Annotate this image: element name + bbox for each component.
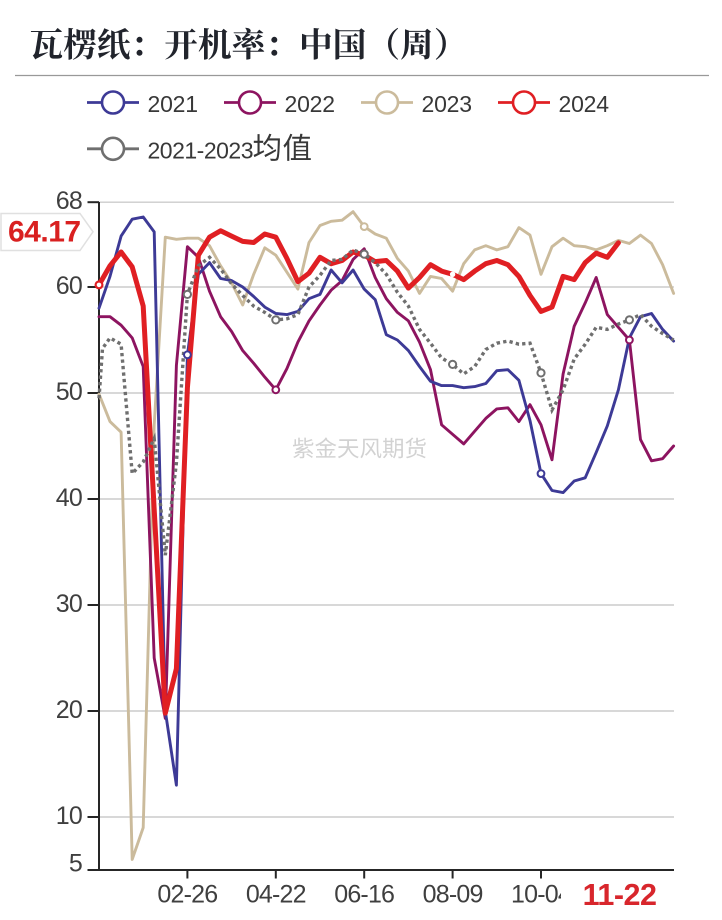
svg-text:50: 50 bbox=[56, 378, 82, 406]
svg-text:02-26: 02-26 bbox=[157, 881, 217, 909]
svg-text:68: 68 bbox=[56, 187, 82, 215]
svg-text:06-16: 06-16 bbox=[334, 881, 394, 909]
svg-text:2021: 2021 bbox=[148, 91, 198, 117]
svg-text:20: 20 bbox=[56, 696, 82, 724]
svg-text:2023: 2023 bbox=[422, 91, 472, 117]
svg-text:2021-2023: 2021-2023 bbox=[148, 138, 254, 164]
svg-text:04-22: 04-22 bbox=[246, 881, 306, 909]
svg-text:40: 40 bbox=[56, 484, 82, 512]
svg-text:64.17: 64.17 bbox=[8, 216, 81, 249]
svg-text:11-22: 11-22 bbox=[583, 878, 657, 912]
svg-text:5: 5 bbox=[69, 850, 82, 878]
svg-text:10: 10 bbox=[56, 802, 82, 830]
svg-text:2024: 2024 bbox=[559, 91, 610, 117]
svg-text:08-09: 08-09 bbox=[423, 881, 483, 909]
svg-text:2022: 2022 bbox=[285, 91, 335, 117]
svg-text:60: 60 bbox=[56, 272, 82, 300]
svg-text:30: 30 bbox=[56, 590, 82, 618]
